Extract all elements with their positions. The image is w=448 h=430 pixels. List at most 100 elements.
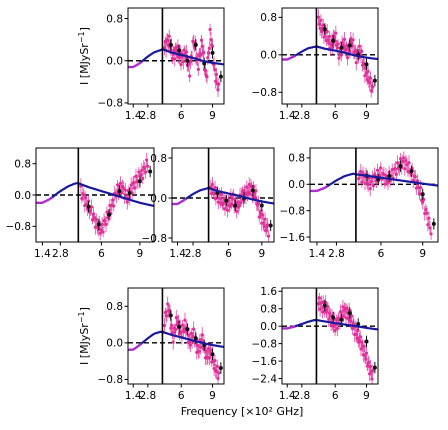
data-point: [386, 181, 390, 185]
y-tick-label: 0.0: [106, 56, 123, 68]
binned-point: [193, 42, 198, 47]
x-tick-label: 2.8: [139, 110, 156, 122]
y-tick-label: −2.4: [252, 373, 278, 385]
data-point: [331, 45, 335, 50]
plot-area: [128, 296, 224, 384]
data-point: [403, 167, 407, 171]
model-curve: [293, 319, 378, 331]
y-tick-label: −1.6: [252, 356, 278, 368]
y-tick-label: 0.8: [260, 12, 277, 24]
x-tick-label: 6: [332, 110, 339, 122]
data-point: [418, 185, 423, 190]
binned-point: [268, 223, 273, 228]
data-point: [214, 72, 219, 77]
data-point: [368, 76, 373, 80]
binned-point: [86, 204, 91, 209]
data-point: [359, 169, 363, 174]
binned-point: [331, 38, 336, 43]
data-point: [192, 327, 196, 331]
data-point: [222, 196, 226, 200]
binned-point: [331, 315, 336, 320]
data-point: [202, 50, 206, 54]
y-axis-label: I [MJySr−1]: [77, 27, 91, 85]
data-point: [235, 209, 239, 214]
data-point: [339, 53, 343, 57]
panel-frame: [127, 287, 225, 385]
data-point: [316, 15, 321, 19]
y-tick-label: −0.8: [98, 98, 124, 110]
y-tick-label: 0.0: [150, 193, 167, 205]
data-point: [212, 366, 216, 371]
plot-area: [128, 23, 224, 97]
data-point: [336, 42, 340, 46]
x-tick-label: 1.4: [125, 390, 142, 402]
data-point: [334, 31, 338, 35]
data-point: [256, 201, 261, 205]
binned-point: [137, 179, 142, 184]
data-point: [327, 34, 332, 39]
data-point: [368, 187, 372, 191]
data-point: [349, 314, 354, 318]
data-point: [335, 326, 339, 331]
data-point: [174, 315, 178, 320]
data-point: [206, 346, 211, 351]
model-curve-low: [310, 185, 329, 193]
x-tick-label: 2.8: [328, 248, 345, 260]
binned-point: [250, 188, 255, 193]
data-point: [254, 189, 258, 193]
binned-point: [347, 43, 352, 48]
data-point: [346, 56, 350, 60]
data-point: [96, 228, 100, 232]
binned-point: [148, 169, 153, 174]
y-tick-label: 0.8: [150, 153, 167, 165]
binned-point: [339, 45, 344, 50]
y-axis-label-exponent: −1: [77, 31, 86, 43]
data-point: [104, 222, 108, 227]
data-point: [141, 176, 145, 181]
data-point: [112, 204, 116, 208]
binned-point: [364, 62, 369, 67]
x-tick-label: 2.8: [293, 390, 310, 402]
model-curve: [293, 45, 378, 61]
y-tick-label: 0.8: [106, 13, 123, 25]
y-axis-label-close: ]: [78, 27, 91, 31]
data-point: [184, 50, 189, 54]
data-point: [207, 46, 211, 51]
y-tick-label: 0.0: [260, 50, 277, 62]
data-point: [197, 349, 201, 353]
data-point: [326, 305, 330, 309]
data-point: [228, 204, 232, 209]
x-tick-label: 6: [98, 248, 105, 260]
data-point: [378, 173, 382, 177]
binned-point: [322, 303, 327, 308]
data-point: [263, 217, 267, 221]
data-point: [220, 193, 224, 197]
data-point: [171, 340, 175, 344]
binned-point: [224, 198, 229, 203]
binned-point: [409, 169, 414, 174]
binned-point: [218, 366, 223, 370]
x-tick-label: 9: [363, 390, 370, 402]
model-curve: [139, 330, 224, 349]
data-point: [342, 37, 347, 42]
data-point: [181, 60, 185, 64]
x-tick-label: 1.4: [279, 110, 296, 122]
data-point: [364, 351, 369, 355]
binned-point: [127, 191, 132, 196]
data-point: [320, 310, 325, 314]
data-point: [145, 164, 150, 168]
y-axis-label: I [MJySr−1]: [77, 307, 91, 365]
model-curve-low: [282, 325, 296, 330]
data-point: [213, 185, 217, 190]
data-point: [118, 181, 123, 185]
y-tick-label: −0.8: [142, 233, 168, 245]
binned-point: [117, 189, 122, 194]
binned-point: [347, 311, 352, 316]
panel-2: 1.42.8 6 9 0.8 0.0 −0.8: [252, 7, 379, 122]
plot-area: [282, 9, 378, 98]
y-tick-label: 0.0: [260, 321, 277, 333]
binned-point: [372, 365, 377, 370]
y-tick-label: 0.8: [260, 304, 277, 316]
data-point: [205, 75, 209, 79]
